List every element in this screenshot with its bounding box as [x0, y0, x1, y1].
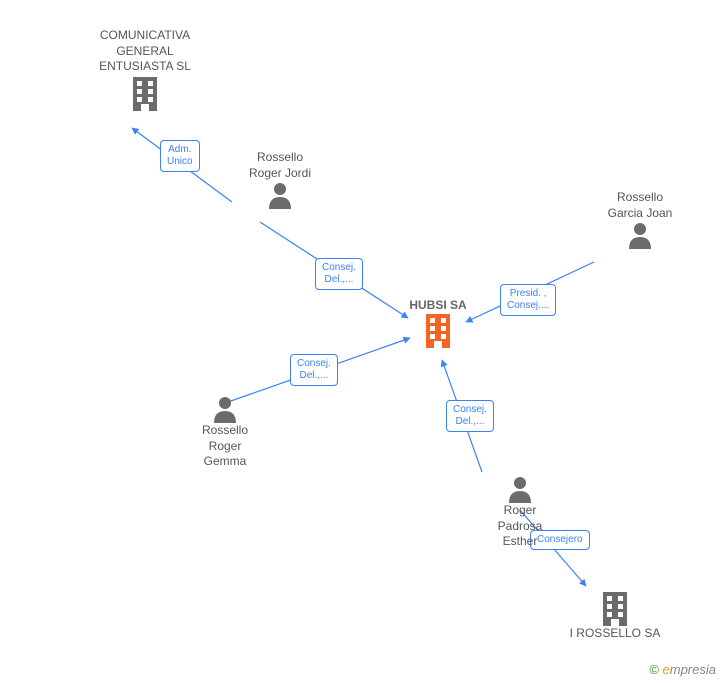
node-label-line: Roger — [475, 503, 565, 519]
edge-label-text: Consej.Del.,... — [322, 262, 356, 285]
node-label-center: HUBSI SA — [388, 298, 488, 312]
edge-label-text: Presid. ,Consej.... — [507, 288, 549, 311]
node-label-line: Roger — [180, 439, 270, 455]
node-person-rossello-roger-jordi[interactable]: Rossello Roger Jordi — [230, 150, 330, 209]
node-label: I ROSSELLO SA — [555, 626, 675, 642]
person-icon — [267, 181, 293, 209]
building-icon — [599, 590, 631, 626]
node-label-line: Esther — [475, 534, 565, 550]
node-label-line: COMUNICATIVA — [80, 28, 210, 44]
node-person-roger-padrosa-esther[interactable]: Roger Padrosa Esther — [475, 475, 565, 550]
node-label-line: Gemma — [180, 454, 270, 470]
edge-label-consej-1: Consej.Del.,... — [315, 258, 363, 290]
node-person-rossello-roger-gemma[interactable]: Rossello Roger Gemma — [180, 395, 270, 470]
node-label-line: ENTUSIASTA SL — [80, 59, 210, 75]
edge-label-consej-3: Consej.Del.,... — [446, 400, 494, 432]
node-label-line: Padrosa — [475, 519, 565, 535]
node-company-cge[interactable]: COMUNICATIVA GENERAL ENTUSIASTA SL — [80, 28, 210, 111]
edge-label-adm-unico: Adm.Unico — [160, 140, 200, 172]
node-label-line: Rossello — [230, 150, 330, 166]
person-icon — [507, 475, 533, 503]
brand-rest: mpresia — [670, 662, 716, 677]
node-label-line: Rossello — [590, 190, 690, 206]
node-label-line: GENERAL — [80, 44, 210, 60]
node-company-center-hubsi[interactable]: HUBSI SA — [388, 298, 488, 348]
building-icon — [129, 75, 161, 111]
diagram-canvas: Adm.Unico Consej.Del.,... Presid. ,Conse… — [0, 0, 728, 685]
node-label-line: Garcia Joan — [590, 206, 690, 222]
copyright-symbol: © — [649, 662, 659, 677]
node-label: Rossello Garcia Joan — [590, 190, 690, 221]
footer-watermark: © empresia — [649, 662, 716, 677]
node-label-line: Rossello — [180, 423, 270, 439]
edge-label-text: Consej.Del.,... — [453, 404, 487, 427]
node-label-line: I ROSSELLO SA — [555, 626, 675, 642]
node-label: Rossello Roger Gemma — [180, 423, 270, 470]
edge-label-consej-2: Consej.Del.,... — [290, 354, 338, 386]
node-label: Rossello Roger Jordi — [230, 150, 330, 181]
node-label: COMUNICATIVA GENERAL ENTUSIASTA SL — [80, 28, 210, 75]
node-label-line: Roger Jordi — [230, 166, 330, 182]
node-label: Roger Padrosa Esther — [475, 503, 565, 550]
person-icon — [627, 221, 653, 249]
edge-label-text: Consej.Del.,... — [297, 358, 331, 381]
brand-initial: e — [663, 662, 670, 677]
edge-label-presid: Presid. ,Consej.... — [500, 284, 556, 316]
node-company-irossello[interactable]: I ROSSELLO SA — [555, 590, 675, 642]
edge-label-text: Adm.Unico — [167, 144, 193, 167]
person-icon — [212, 395, 238, 423]
building-icon-center — [422, 312, 454, 348]
node-person-rossello-garcia-joan[interactable]: Rossello Garcia Joan — [590, 190, 690, 249]
